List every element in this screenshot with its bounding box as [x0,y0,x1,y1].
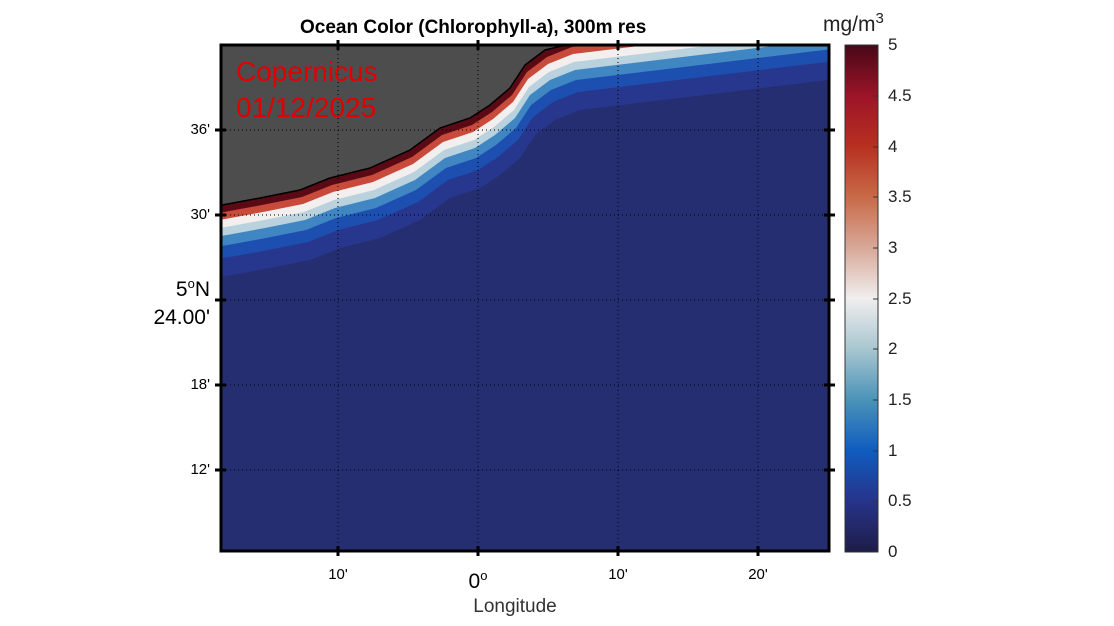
x-tick-label: 10' [328,566,348,583]
colorbar-tick-label: 4 [888,137,898,156]
y-center-minutes: 24.00' [153,306,210,329]
date-label: 01/12/2025 [236,92,377,123]
colorbar-ticks [873,95,878,502]
colorbar-tick-label: 3.5 [888,187,912,206]
y-center-hem: N [194,278,210,301]
y-tick-label: 18' [190,376,210,393]
x-tick-label: 10' [608,566,628,583]
colorbar-tick-label: 0 [888,542,898,561]
y-tick-label: 36' [190,121,210,138]
y-center-deg: 5 [175,278,188,301]
grid-lines [222,46,828,550]
colorbar-tick-label: 0.5 [888,491,912,510]
colorbar-tick-label: 2.5 [888,289,912,308]
colorbar [844,44,879,553]
colorbar-tick-label: 5 [888,35,898,54]
colorbar-tick-label: 2 [888,339,898,358]
y-center-label: 5oN [120,276,210,302]
y-tick-label: 12' [190,461,210,478]
degree-symbol: o [187,276,195,291]
x-zero-label: 0o [448,568,508,594]
colorbar-tick-label: 4.5 [888,86,912,105]
source-label: Copernicus [236,56,378,87]
x-zero-value: 0 [468,570,481,593]
y-tick-label: 30' [190,206,210,223]
degree-symbol: o [480,568,488,583]
colorbar-tick-label: 1.5 [888,390,912,409]
axis-ticks [215,40,835,556]
x-tick-label: 20' [748,566,768,583]
plot-frame [219,43,831,553]
map-title: Ocean Color (Chlorophyll-a), 300m res [300,17,647,38]
colorbar-tick-label: 1 [888,441,898,460]
colorbar-unit: mg/m3 [823,10,884,37]
unit-text: mg/m [823,13,876,36]
x-axis-label: Longitude [473,596,557,617]
unit-exponent: 3 [875,10,884,27]
land-mask [222,46,565,206]
colorbar-tick-label: 3 [888,238,898,257]
